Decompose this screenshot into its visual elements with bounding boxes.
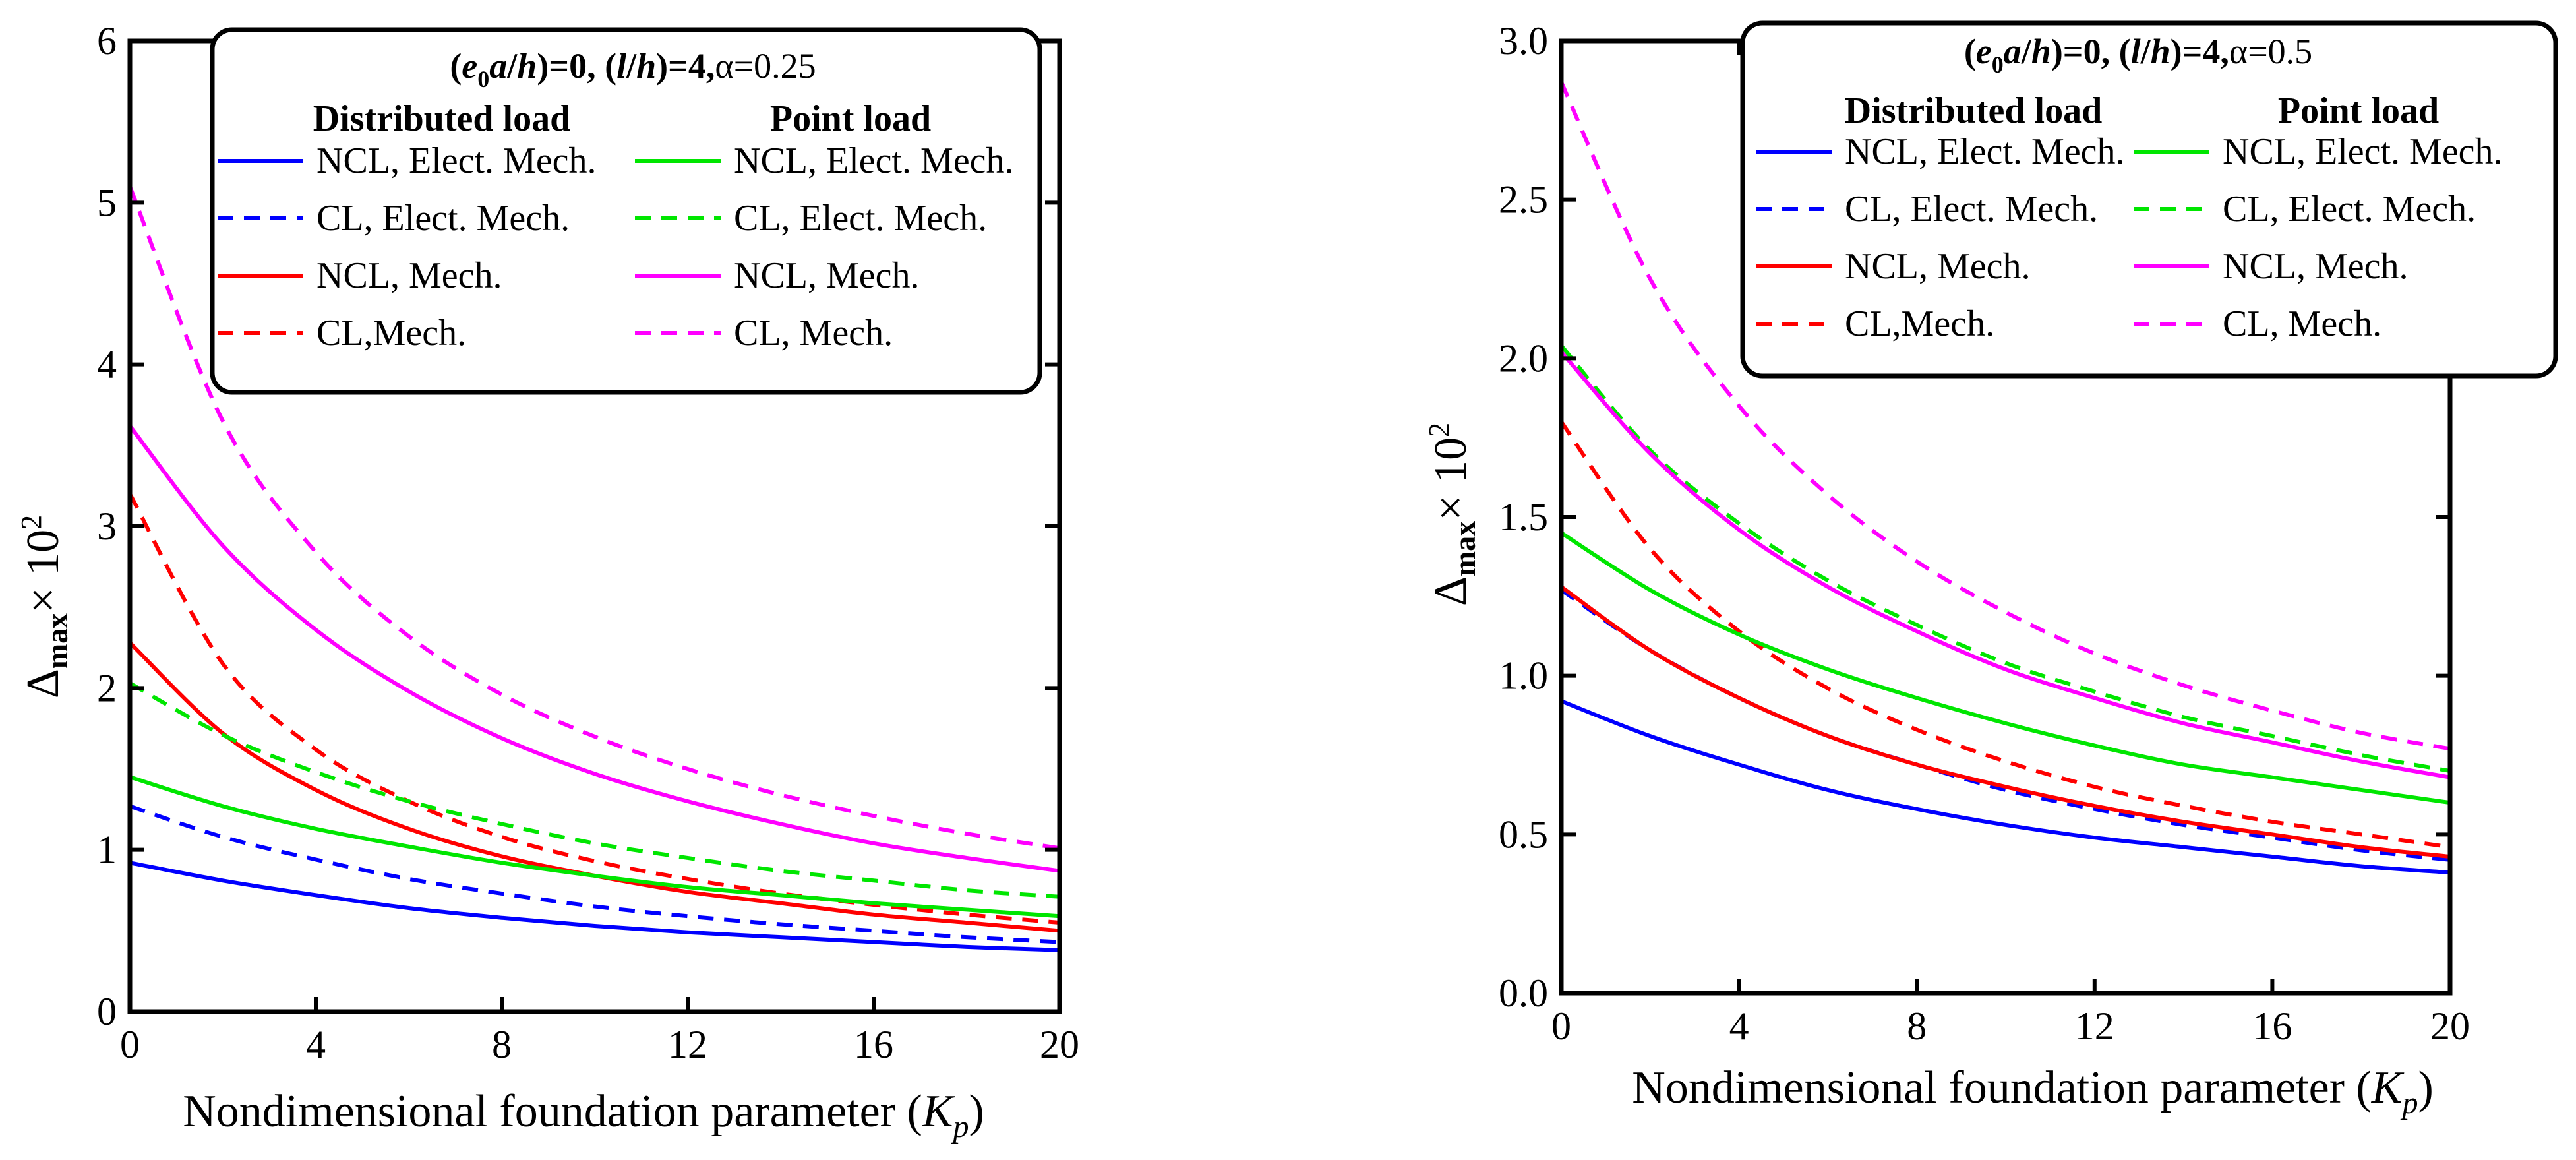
x-tick-label: 12	[668, 1023, 707, 1066]
legend: (e0a/h)=0, (l/h)=4,α=0.25 Distributed lo…	[210, 27, 1042, 395]
legend-label-7: CL, Mech.	[2223, 303, 2381, 344]
y-tick-label: 2	[97, 666, 117, 710]
y-axis-title: Δmax× 102	[1423, 423, 1482, 606]
legend-box	[210, 27, 1042, 395]
series-line-5	[1561, 344, 2450, 774]
legend-label-3: CL,Mech.	[316, 313, 466, 353]
legend: (e0a/h)=0, (l/h)=4,α=0.5 Distributed loa…	[1740, 20, 2558, 379]
legend-label-0: NCL, Elect. Mech.	[1845, 131, 2125, 172]
y-tick-label: 1	[97, 828, 117, 872]
y-tick-label: 5	[97, 181, 117, 224]
x-tick-label: 4	[306, 1023, 326, 1066]
x-tick-label: 8	[492, 1023, 512, 1066]
legend-header-distributed: Distributed load	[313, 98, 571, 139]
legend-label-5: CL, Elect. Mech.	[2223, 189, 2476, 229]
x-axis-title: Nondimensional foundation parameter (Kp)	[1632, 1062, 2434, 1120]
series-line-7	[1561, 81, 2450, 751]
chart-right-svg: (e0a/h)=0, (l/h)=4,α=0.5 Distributed loa…	[1423, 19, 2558, 1120]
legend-header-distributed: Distributed load	[1845, 90, 2103, 131]
chart-panel-right: (e0a/h)=0, (l/h)=4,α=0.5 Distributed loa…	[1288, 0, 2575, 1160]
y-tick-label: 1.0	[1499, 654, 1548, 698]
series-line-4	[1561, 531, 2450, 805]
series-line-6	[130, 425, 1060, 873]
legend-title: (e0a/h)=0, (l/h)=4,α=0.5	[1964, 32, 2312, 78]
legend-label-6: NCL, Mech.	[2223, 246, 2409, 287]
legend-box	[1740, 20, 2558, 379]
series-line-3	[130, 493, 1060, 925]
legend-header-point: Point load	[2278, 90, 2439, 131]
y-tick-label: 3.0	[1499, 19, 1548, 63]
series-line-2	[1561, 585, 2450, 859]
y-tick-label: 4	[97, 343, 117, 386]
legend-header-point: Point load	[770, 98, 931, 139]
x-tick-label: 20	[2430, 1004, 2470, 1048]
y-tick-label: 1.5	[1499, 495, 1548, 539]
series-line-7	[130, 185, 1060, 851]
y-tick-label: 0.5	[1499, 812, 1548, 856]
series-line-0	[1561, 699, 2450, 875]
y-tick-label: 2.5	[1499, 178, 1548, 222]
legend-label-2: NCL, Mech.	[316, 255, 502, 296]
x-tick-label: 16	[2252, 1004, 2292, 1048]
legend-label-7: CL, Mech.	[734, 313, 893, 353]
series-line-6	[1561, 350, 2450, 779]
legend-label-5: CL, Elect. Mech.	[734, 198, 987, 239]
legend-label-4: NCL, Elect. Mech.	[2223, 131, 2503, 172]
legend-title: (e0a/h)=0, (l/h)=4,α=0.25	[450, 46, 816, 92]
y-axis-title: Δmax× 102	[15, 515, 74, 698]
y-tick-label: 3	[97, 504, 117, 548]
series-line-0	[130, 861, 1060, 952]
x-tick-label: 0	[120, 1023, 140, 1066]
series-line-4	[130, 775, 1060, 919]
y-tick-label: 6	[97, 19, 117, 63]
legend-label-0: NCL, Elect. Mech.	[316, 140, 597, 181]
x-tick-label: 8	[1907, 1004, 1927, 1048]
chart-left-svg: (e0a/h)=0, (l/h)=4,α=0.25 Distributed lo…	[15, 19, 1079, 1144]
legend-label-1: CL, Elect. Mech.	[316, 198, 570, 239]
legend-label-6: NCL, Mech.	[734, 255, 920, 296]
x-tick-label: 16	[854, 1023, 893, 1066]
x-tick-label: 12	[2075, 1004, 2114, 1048]
y-tick-label: 0.0	[1499, 971, 1548, 1015]
legend-label-1: CL, Elect. Mech.	[1845, 189, 2098, 229]
chart-panel-left: (e0a/h)=0, (l/h)=4,α=0.25 Distributed lo…	[15, 19, 1079, 1144]
x-tick-label: 0	[1551, 1004, 1571, 1048]
legend-label-4: NCL, Elect. Mech.	[734, 140, 1014, 181]
series-line-5	[130, 681, 1060, 899]
x-tick-label: 20	[1040, 1023, 1079, 1066]
y-tick-label: 0	[97, 990, 117, 1033]
x-tick-label: 4	[1729, 1004, 1749, 1048]
y-tick-label: 2.0	[1499, 336, 1548, 380]
legend-label-2: NCL, Mech.	[1845, 246, 2031, 287]
x-axis-title: Nondimensional foundation parameter (Kp)	[183, 1086, 984, 1144]
legend-label-3: CL,Mech.	[1845, 303, 1994, 344]
